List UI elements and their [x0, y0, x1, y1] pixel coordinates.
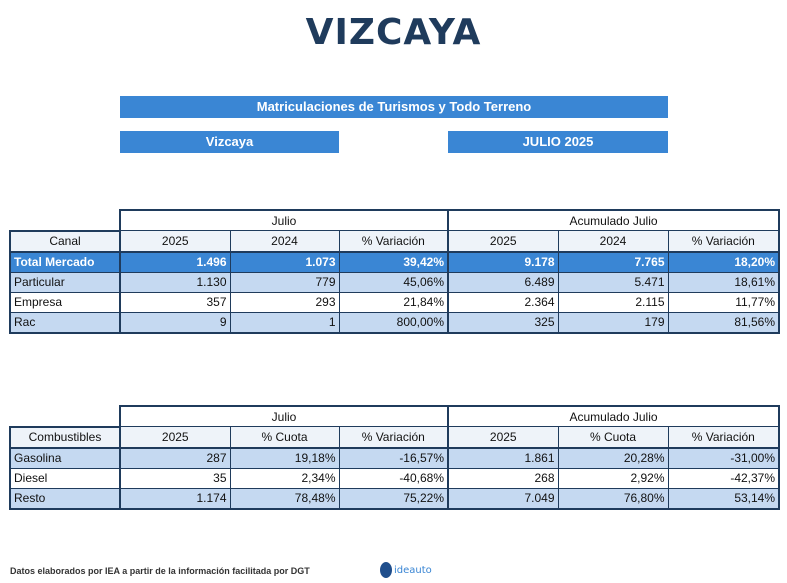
column-header: 2025 — [119, 230, 231, 253]
row-label: Rac — [9, 311, 121, 334]
row-label: Particular — [9, 271, 121, 293]
table-cell: 53,14% — [667, 487, 781, 510]
column-header-row: Combustibles 2025 % Cuota % Variación 20… — [9, 425, 781, 449]
row-label: Total Mercado — [9, 251, 121, 273]
column-header: 2025 — [119, 426, 231, 449]
table-row: Diesel 35 2,34% -40,68% 268 2,92% -42,37… — [9, 467, 781, 489]
column-header-row: Canal 2025 2024 % Variación 2025 2024 % … — [9, 229, 781, 253]
table-cell: 1 — [229, 311, 340, 334]
table-cell: 800,00% — [338, 311, 450, 334]
group-accumulated-label: Acumulado Julio — [447, 405, 781, 427]
column-header: 2024 — [229, 230, 340, 253]
column-header: % Variación — [338, 426, 450, 449]
table-row: Gasolina 287 19,18% -16,57% 1.861 20,28%… — [9, 447, 781, 469]
table-cell: 11,77% — [667, 291, 781, 313]
row-label: Empresa — [9, 291, 121, 313]
table-row: Resto 1.174 78,48% 75,22% 7.049 76,80% 5… — [9, 487, 781, 510]
channel-table: Julio Acumulado Julio Canal 2025 2024 % … — [9, 209, 781, 334]
table-cell: 6.489 — [447, 271, 559, 293]
table-cell: 7.049 — [447, 487, 559, 510]
page-title: VIZCAYA — [305, 12, 482, 53]
row-label: Diesel — [9, 467, 121, 489]
column-header: Combustibles — [9, 425, 121, 449]
table-cell: -42,37% — [667, 467, 781, 489]
table-row: Particular 1.130 779 45,06% 6.489 5.471 … — [9, 271, 781, 293]
table-cell: 287 — [119, 447, 231, 469]
period-banner: JULIO 2025 — [448, 131, 668, 153]
logo-text: ideauto — [394, 564, 432, 576]
table-row: Rac 9 1 800,00% 325 179 81,56% — [9, 311, 781, 334]
table-cell: 9 — [119, 311, 231, 334]
table-cell: 1.130 — [119, 271, 231, 293]
group-month-label: Julio — [118, 405, 450, 427]
table-cell: 2.115 — [557, 291, 669, 313]
table-cell: 81,56% — [667, 311, 781, 334]
column-header: % Variación — [338, 230, 450, 253]
table-cell: 268 — [447, 467, 559, 489]
table-cell: 9.178 — [447, 251, 559, 273]
column-header: 2024 — [557, 230, 669, 253]
table-cell: 76,80% — [557, 487, 669, 510]
column-header: 2025 — [447, 230, 559, 253]
table-row: Empresa 357 293 21,84% 2.364 2.115 11,77… — [9, 291, 781, 313]
column-header: 2025 — [447, 426, 559, 449]
fuel-table: Julio Acumulado Julio Combustibles 2025 … — [9, 405, 781, 510]
table-cell: 7.765 — [557, 251, 669, 273]
group-header-row: Julio Acumulado Julio — [10, 405, 781, 427]
group-month-label: Julio — [118, 209, 450, 231]
table-cell: 2.364 — [447, 291, 559, 313]
column-header: % Cuota — [557, 426, 669, 449]
table-cell: 1.073 — [229, 251, 340, 273]
table-cell: -16,57% — [338, 447, 450, 469]
table-cell: 1.496 — [119, 251, 231, 273]
table-cell: 325 — [447, 311, 559, 334]
table-cell: 19,18% — [229, 447, 340, 469]
column-header: Canal — [9, 229, 121, 253]
table-cell: 357 — [119, 291, 231, 313]
report-title-banner: Matriculaciones de Turismos y Todo Terre… — [120, 96, 668, 118]
table-cell: -31,00% — [667, 447, 781, 469]
table-cell: 5.471 — [557, 271, 669, 293]
table-cell: 2,34% — [229, 467, 340, 489]
table-cell: 18,61% — [667, 271, 781, 293]
table-cell: 75,22% — [338, 487, 450, 510]
table-cell: 1.174 — [119, 487, 231, 510]
group-header-row: Julio Acumulado Julio — [10, 209, 781, 231]
table-cell: 21,84% — [338, 291, 450, 313]
group-accumulated-label: Acumulado Julio — [447, 209, 781, 231]
column-header: % Variación — [667, 230, 781, 253]
table-cell: 18,20% — [667, 251, 781, 273]
table-cell: -40,68% — [338, 467, 450, 489]
row-label: Resto — [9, 487, 121, 510]
table-row: Total Mercado 1.496 1.073 39,42% 9.178 7… — [9, 251, 781, 273]
table-cell: 1.861 — [447, 447, 559, 469]
table-cell: 179 — [557, 311, 669, 334]
ideauto-logo: ideauto — [380, 560, 432, 580]
column-header: % Cuota — [229, 426, 340, 449]
region-banner: Vizcaya — [120, 131, 339, 153]
table-cell: 293 — [229, 291, 340, 313]
row-label: Gasolina — [9, 447, 121, 469]
table-cell: 78,48% — [229, 487, 340, 510]
table-cell: 20,28% — [557, 447, 669, 469]
logo-mark-icon — [380, 562, 392, 578]
table-cell: 39,42% — [338, 251, 450, 273]
table-cell: 2,92% — [557, 467, 669, 489]
table-cell: 779 — [229, 271, 340, 293]
table-cell: 45,06% — [338, 271, 450, 293]
source-note: Datos elaborados por IEA a partir de la … — [10, 566, 310, 576]
column-header: % Variación — [667, 426, 781, 449]
table-cell: 35 — [119, 467, 231, 489]
